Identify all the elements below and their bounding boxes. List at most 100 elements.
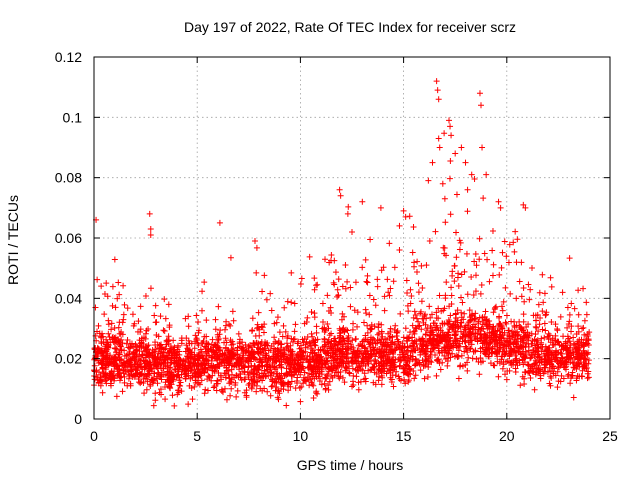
data-point bbox=[227, 392, 234, 399]
data-point bbox=[337, 347, 344, 354]
data-point bbox=[380, 264, 387, 271]
data-point bbox=[555, 378, 562, 385]
data-point bbox=[142, 330, 149, 337]
data-point bbox=[140, 380, 147, 387]
data-point bbox=[573, 330, 580, 337]
data-point bbox=[470, 292, 477, 298]
data-point bbox=[267, 392, 274, 399]
data-point bbox=[318, 368, 325, 375]
data-point bbox=[400, 351, 407, 358]
data-point bbox=[466, 307, 473, 314]
data-point bbox=[397, 362, 404, 369]
data-point bbox=[252, 365, 259, 372]
data-point bbox=[496, 360, 503, 367]
data-point bbox=[537, 314, 544, 321]
data-point bbox=[98, 283, 105, 290]
data-point bbox=[225, 347, 232, 354]
data-point bbox=[581, 331, 588, 338]
data-point bbox=[489, 272, 496, 279]
data-point bbox=[489, 338, 496, 345]
data-point bbox=[569, 369, 576, 376]
data-point bbox=[405, 363, 412, 370]
data-point bbox=[135, 375, 142, 382]
data-point bbox=[375, 377, 382, 384]
data-point bbox=[327, 343, 334, 350]
data-point bbox=[195, 362, 202, 369]
data-point bbox=[500, 298, 507, 305]
data-point bbox=[483, 347, 490, 354]
data-point bbox=[330, 337, 337, 344]
data-point bbox=[203, 333, 210, 340]
data-point bbox=[98, 340, 105, 347]
data-point bbox=[484, 256, 491, 263]
data-point bbox=[168, 352, 175, 359]
data-point bbox=[136, 343, 143, 350]
data-point bbox=[503, 253, 510, 260]
data-point bbox=[371, 363, 378, 370]
data-point bbox=[548, 283, 555, 290]
data-point bbox=[422, 331, 429, 338]
data-point bbox=[552, 372, 559, 379]
data-point bbox=[536, 289, 543, 296]
data-point bbox=[454, 307, 461, 314]
data-point bbox=[372, 358, 379, 365]
data-point bbox=[480, 195, 487, 202]
data-point bbox=[441, 195, 448, 202]
data-point bbox=[418, 348, 425, 355]
data-point bbox=[414, 258, 421, 265]
data-point bbox=[455, 353, 462, 360]
data-point bbox=[263, 296, 270, 303]
data-point bbox=[420, 361, 427, 368]
data-point bbox=[479, 314, 486, 321]
data-point bbox=[158, 376, 165, 383]
data-point bbox=[192, 373, 199, 380]
data-point bbox=[165, 338, 172, 345]
x-tick-label: 20 bbox=[499, 428, 515, 444]
data-point bbox=[219, 352, 226, 359]
data-point bbox=[253, 388, 260, 395]
data-point bbox=[403, 335, 410, 342]
data-point bbox=[522, 343, 529, 350]
data-point bbox=[339, 357, 346, 364]
data-point bbox=[531, 386, 538, 393]
data-point bbox=[350, 358, 357, 365]
data-point bbox=[349, 228, 355, 235]
data-point bbox=[404, 344, 411, 351]
data-point bbox=[436, 333, 443, 340]
data-point bbox=[95, 322, 102, 329]
data-point bbox=[443, 279, 450, 286]
data-point bbox=[166, 364, 173, 371]
data-point bbox=[484, 323, 491, 330]
data-point bbox=[149, 346, 156, 353]
data-point bbox=[295, 362, 302, 369]
data-point bbox=[271, 364, 278, 371]
data-point bbox=[183, 373, 190, 380]
data-point bbox=[426, 332, 433, 339]
data-point bbox=[186, 382, 193, 389]
data-point bbox=[436, 338, 443, 345]
data-point bbox=[332, 350, 339, 357]
data-point bbox=[188, 340, 195, 347]
data-point bbox=[350, 320, 357, 327]
data-point bbox=[388, 341, 395, 348]
data-point bbox=[429, 327, 436, 334]
data-point bbox=[164, 376, 171, 383]
data-point bbox=[112, 304, 119, 311]
data-point bbox=[146, 372, 153, 379]
data-point bbox=[138, 357, 145, 364]
data-point bbox=[387, 285, 394, 292]
data-point bbox=[309, 350, 316, 357]
data-point bbox=[142, 335, 149, 342]
data-point bbox=[527, 355, 534, 362]
data-point bbox=[316, 377, 323, 384]
data-point bbox=[541, 364, 548, 371]
data-point bbox=[192, 377, 199, 384]
data-point bbox=[441, 352, 448, 359]
data-point bbox=[575, 323, 582, 330]
data-point bbox=[234, 387, 241, 394]
data-point bbox=[313, 329, 320, 336]
data-point bbox=[251, 354, 258, 361]
data-point bbox=[280, 322, 287, 329]
data-point bbox=[271, 334, 278, 341]
data-point bbox=[461, 268, 468, 275]
